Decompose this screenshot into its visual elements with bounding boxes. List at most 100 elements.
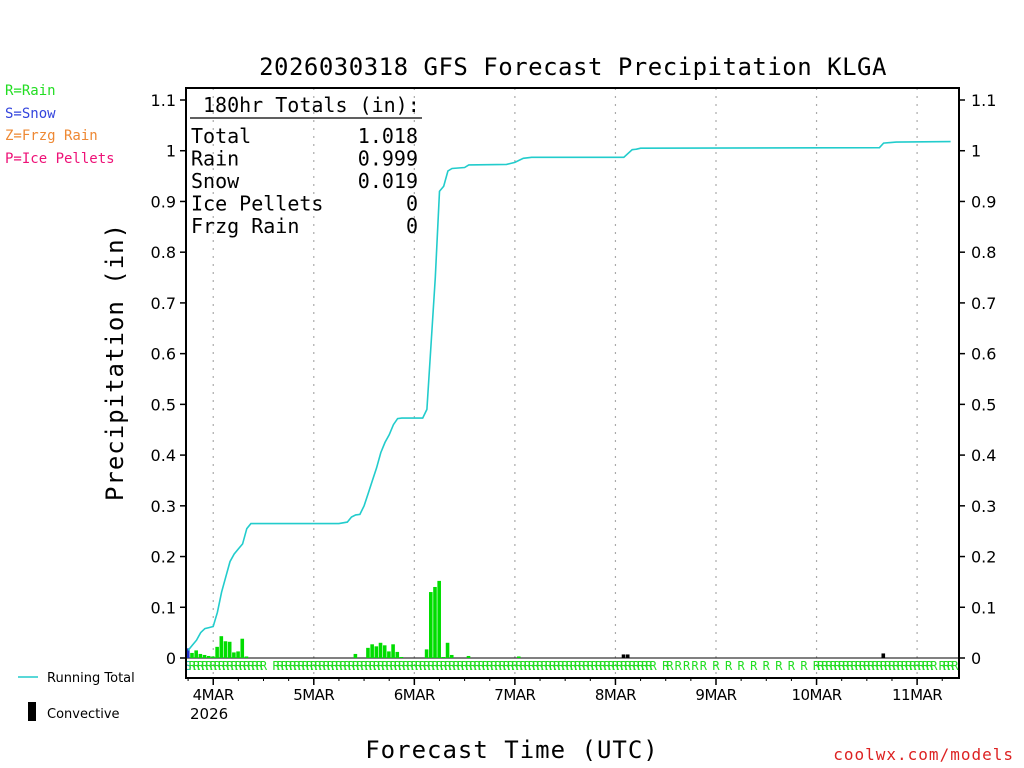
precip-bar-rain [366, 647, 370, 658]
x-tick-label: 6MAR [394, 686, 435, 704]
type-marker: R [440, 659, 448, 673]
y-tick-label-left: 0.8 [151, 243, 176, 262]
type-marker: R [507, 659, 515, 673]
type-marker: R [897, 659, 905, 673]
type-marker: R [314, 659, 322, 673]
type-marker: R [453, 659, 461, 673]
type-marker: R [218, 659, 226, 673]
type-marker: R [846, 659, 854, 673]
type-marker: R [616, 659, 624, 673]
precip-bar-rain [391, 644, 395, 658]
type-marker: R [365, 659, 373, 673]
y-tick-label-right: 0 [971, 649, 981, 668]
type-marker: R [813, 659, 821, 673]
precip-bar-convective [625, 654, 630, 658]
totals-row-name: Rain [191, 147, 239, 171]
type-marker: R [926, 659, 934, 673]
totals-row-value: 0.019 [358, 169, 418, 193]
y-tick-label-right: 0.5 [971, 395, 996, 414]
precip-bars [186, 580, 886, 658]
type-marker: R [515, 659, 523, 673]
x-tick-label: 10MAR [791, 686, 841, 704]
type-marker: R [511, 659, 519, 673]
type-marker: R [608, 659, 616, 673]
type-marker: R [675, 659, 683, 673]
type-marker: R [888, 659, 896, 673]
type-marker: R [788, 659, 796, 673]
x-axis-label: Forecast Time (UTC) [365, 736, 659, 764]
type-marker: R [541, 659, 549, 673]
precip-bar-rain [433, 586, 437, 658]
y-tick-label-right: 1.1 [971, 91, 996, 110]
type-marker: R [352, 659, 360, 673]
y-tick-label-right: 0.1 [971, 598, 996, 617]
type-marker: R [633, 659, 641, 673]
type-marker: R [700, 659, 708, 673]
type-marker: R [407, 659, 415, 673]
type-marker: R [817, 659, 825, 673]
totals-row-name: Total [191, 124, 251, 148]
type-marker: R [524, 659, 532, 673]
precip-bar-rain [244, 656, 249, 658]
series-legend: Running Total Convective [18, 671, 135, 722]
y-tick-label-right: 0.8 [971, 243, 996, 262]
type-marker: R [595, 659, 603, 673]
type-marker: R [432, 659, 440, 673]
y-tick-label-left: 0.6 [151, 345, 176, 364]
type-marker: R [214, 659, 222, 673]
type-marker: R [629, 659, 637, 673]
precip-bar-convective [881, 653, 886, 658]
type-marker: R [427, 659, 435, 673]
precip-bar-rain [424, 649, 429, 658]
type-marker: R [650, 659, 658, 673]
precip-bar-rain [437, 580, 441, 658]
type-marker: R [528, 659, 536, 673]
type-marker: R [800, 659, 808, 673]
type-marker: R [637, 659, 645, 673]
precip-bar-rain [429, 592, 433, 658]
type-marker: R [226, 659, 234, 673]
type-marker: R [402, 659, 410, 673]
type-marker: R [859, 659, 867, 673]
y-tick-label-right: 1 [971, 142, 981, 161]
type-marker: R [369, 659, 377, 673]
type-marker: R [641, 659, 649, 673]
type-marker: R [599, 659, 607, 673]
type-marker: R [905, 659, 913, 673]
type-marker: R [252, 659, 260, 673]
y-tick-label-right: 0.2 [971, 548, 996, 567]
type-marker: R [231, 659, 239, 673]
gridlines [186, 88, 959, 678]
running-total-line [187, 140, 951, 651]
type-marker: R [386, 659, 394, 673]
precip-bar-rain [202, 654, 207, 658]
precip-bar-rain [219, 636, 224, 658]
type-marker: R [691, 659, 699, 673]
type-marker: R [574, 659, 582, 673]
y-tick-label-left: 0.3 [151, 497, 176, 516]
precip-bar-rain [194, 650, 198, 658]
type-marker: R [851, 659, 859, 673]
precip-bar-rain [399, 656, 404, 658]
y-tick-label-left: 0.5 [151, 395, 176, 414]
credit-link[interactable]: coolwx.com/models [833, 745, 1014, 764]
totals-row-value: 1.018 [358, 124, 418, 148]
type-marker: R [415, 659, 423, 673]
y-axis-label: Precipitation (in) [101, 223, 129, 501]
precip-bar-rain [374, 646, 379, 658]
type-marker: R [411, 659, 419, 673]
precip-bar-rain [353, 653, 358, 658]
precip-bar-rain [449, 654, 454, 658]
totals-row-value: 0.999 [358, 147, 418, 171]
type-marker: R [419, 659, 427, 673]
precip-bar-rain [395, 651, 400, 658]
type-marker: R [562, 659, 570, 673]
y-axis-left: 0 0.1 0.2 0.3 0.4 0.5 0.6 0.7 0.8 0.9 1 1.1 [151, 91, 186, 668]
type-marker: R [256, 659, 264, 673]
type-marker: R [587, 659, 595, 673]
type-marker: R [335, 659, 343, 673]
type-marker: R [867, 659, 875, 673]
type-marker: R [247, 659, 255, 673]
y-tick-label-left: 0 [166, 649, 176, 668]
type-marker: R [285, 659, 293, 673]
